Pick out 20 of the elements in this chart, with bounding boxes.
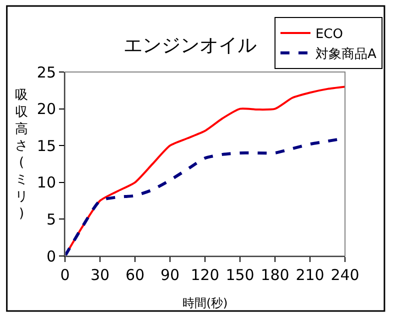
y-tick-label: 5 xyxy=(46,210,56,228)
chart-title: エンジンオイル xyxy=(124,34,256,57)
y-tick-label: 10 xyxy=(36,174,56,192)
y-axis-title: 吸収高さ(ミリ) xyxy=(15,88,28,222)
x-tick-label: 210 xyxy=(296,266,324,284)
x-tick-label: 120 xyxy=(190,266,220,284)
y-tick-label: 25 xyxy=(36,63,56,82)
y-tick-label: 0 xyxy=(46,247,56,266)
x-tick-label: 240 xyxy=(330,266,360,284)
legend-label: ECO xyxy=(315,27,343,42)
x-tick-label: 150 xyxy=(226,266,254,284)
x-axis-title: 時間(秒) xyxy=(182,296,228,310)
y-tick-label: 15 xyxy=(36,136,56,155)
x-tick-label: 30 xyxy=(90,266,110,284)
x-tick-label: 180 xyxy=(260,266,290,284)
legend-label: 対象商品A xyxy=(315,46,376,62)
y-tick-label: 20 xyxy=(36,100,56,118)
x-tick-label: 0 xyxy=(60,266,70,284)
x-tick-label: 60 xyxy=(125,266,145,284)
x-tick-label: 90 xyxy=(160,266,180,284)
